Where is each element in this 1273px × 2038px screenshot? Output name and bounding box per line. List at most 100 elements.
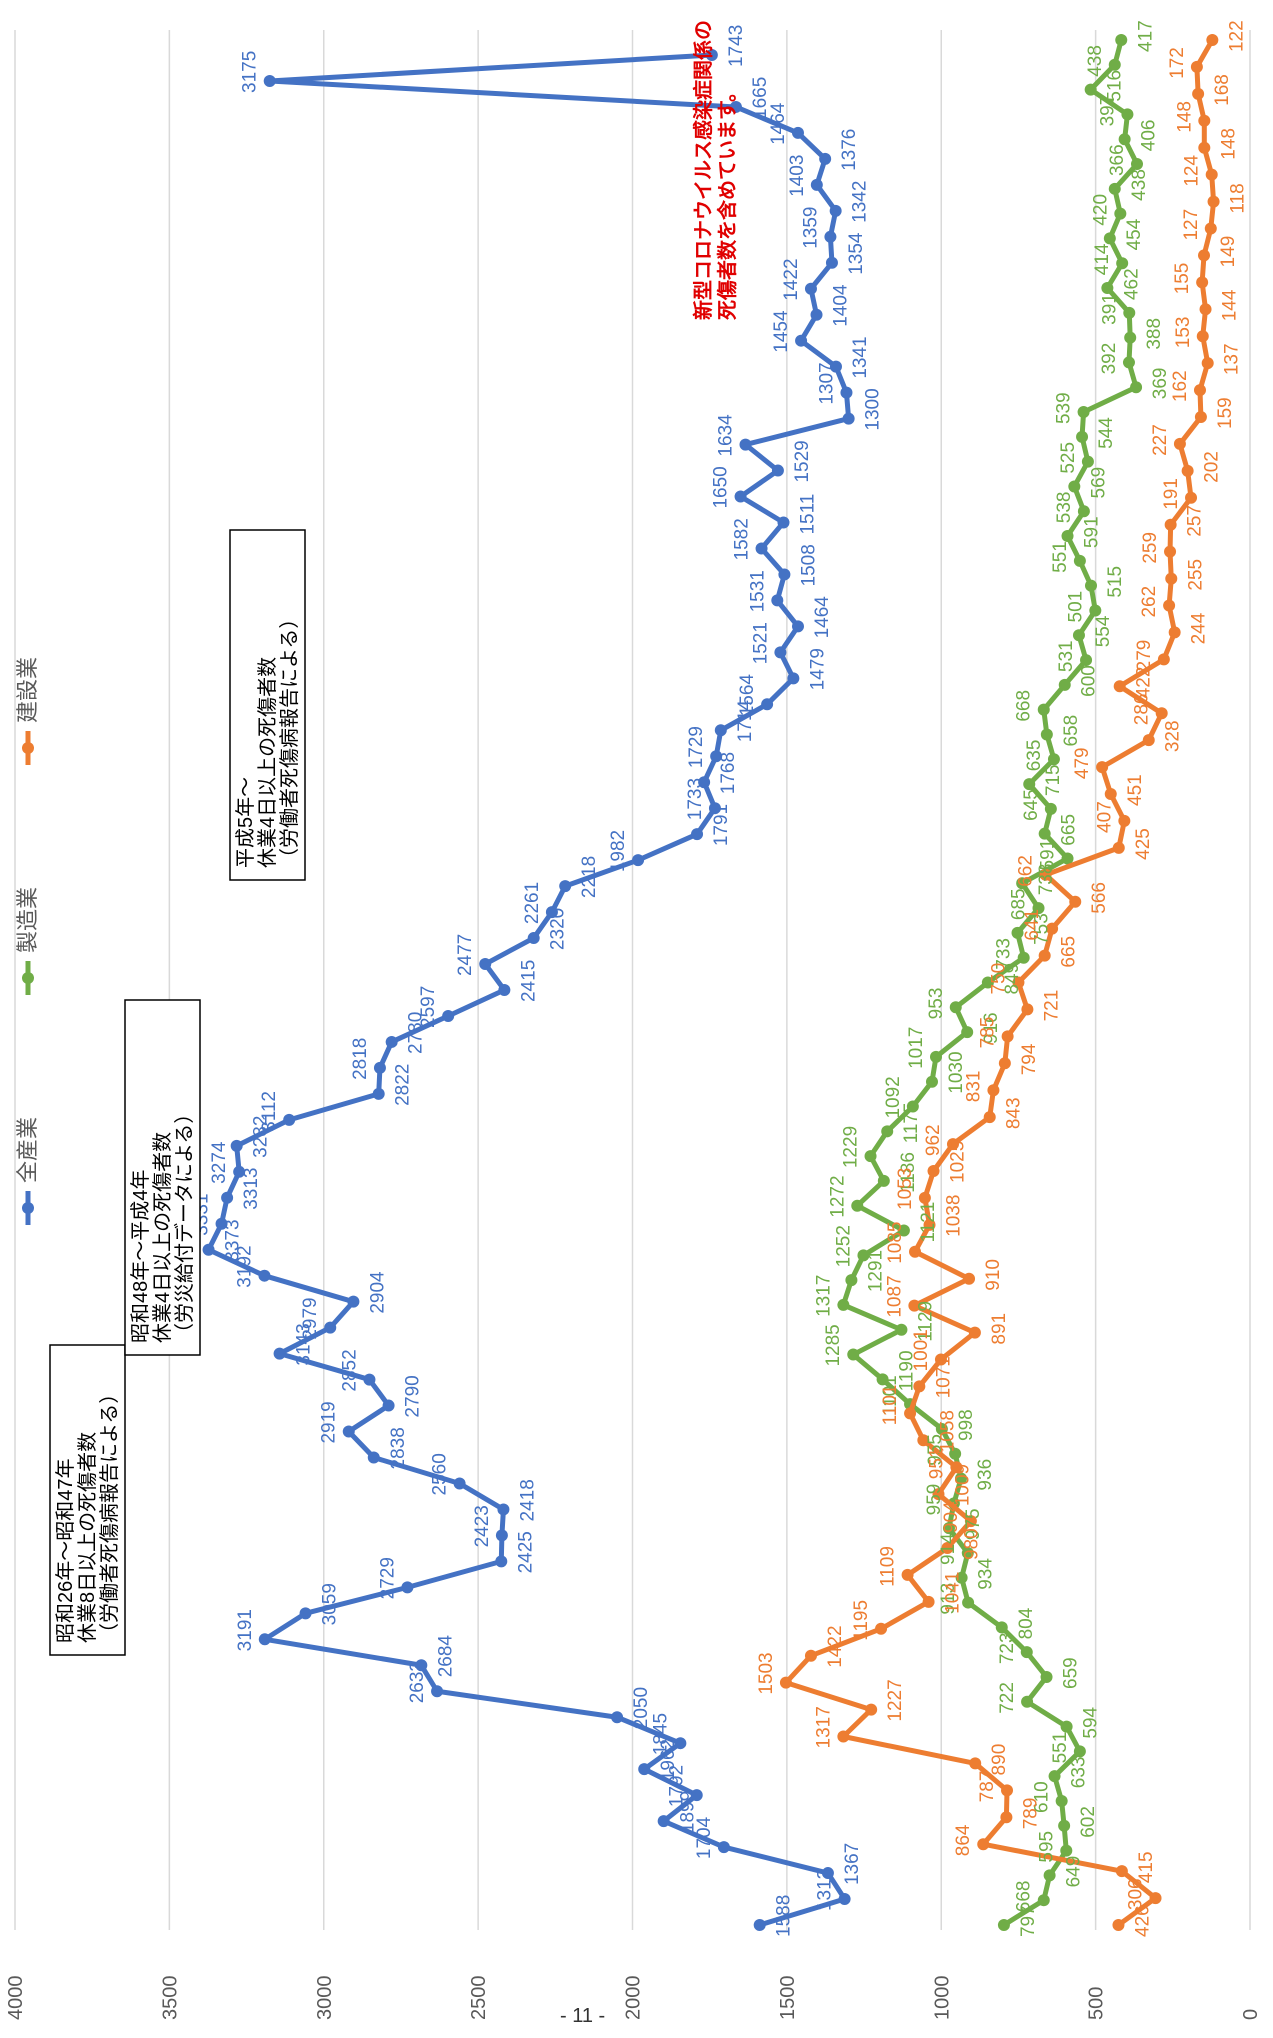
data-point bbox=[1201, 357, 1214, 370]
data-label: 1768 bbox=[718, 752, 739, 794]
data-label: 3191 bbox=[235, 1609, 256, 1651]
data-label: 1464 bbox=[812, 596, 833, 639]
data-label: 1511 bbox=[797, 494, 818, 535]
data-label: 797 bbox=[1018, 1905, 1039, 1937]
data-point bbox=[821, 1867, 834, 1880]
data-point bbox=[1112, 1919, 1125, 1931]
y-tick-label: 0 bbox=[1240, 2009, 1262, 2020]
data-point bbox=[632, 854, 645, 867]
data-point bbox=[927, 1165, 940, 1177]
data-point bbox=[917, 1434, 930, 1447]
data-point bbox=[495, 1555, 508, 1568]
data-point bbox=[824, 230, 837, 243]
data-label: 721 bbox=[1041, 990, 1062, 1022]
data-point bbox=[1115, 34, 1128, 46]
data-label: 127 bbox=[1181, 209, 1202, 241]
legend-marker bbox=[22, 972, 34, 984]
data-label: 2818 bbox=[350, 1038, 371, 1080]
data-point bbox=[1207, 195, 1220, 208]
data-point bbox=[949, 1447, 962, 1460]
data-point bbox=[1038, 827, 1051, 840]
data-point bbox=[1142, 734, 1155, 747]
data-point bbox=[771, 594, 784, 607]
data-label: 2979 bbox=[300, 1297, 321, 1339]
data-label: 831 bbox=[963, 1071, 984, 1103]
data-point bbox=[1037, 1894, 1050, 1907]
data-point bbox=[961, 1546, 974, 1559]
data-label: 162 bbox=[1170, 370, 1191, 402]
legend-marker bbox=[22, 1202, 34, 1214]
data-point bbox=[829, 204, 842, 217]
data-point bbox=[442, 1009, 455, 1022]
annotation-text: （労働者死傷病報告による） bbox=[278, 609, 301, 868]
data-label: 501 bbox=[1065, 591, 1086, 623]
data-point bbox=[1040, 728, 1053, 741]
data-point bbox=[674, 1737, 687, 1750]
data-label: 451 bbox=[1125, 774, 1146, 806]
data-label: 392 bbox=[1099, 343, 1120, 375]
data-point bbox=[1089, 604, 1102, 617]
data-label: 1030 bbox=[946, 1051, 967, 1093]
data-label: 566 bbox=[1089, 882, 1110, 914]
data-label: 1121 bbox=[918, 1202, 939, 1243]
data-point bbox=[258, 1269, 271, 1282]
data-point bbox=[1068, 480, 1081, 493]
data-label: 600 bbox=[1079, 665, 1100, 697]
data-point bbox=[1108, 58, 1121, 71]
data-label: 738 bbox=[1036, 864, 1057, 896]
data-point bbox=[908, 1299, 921, 1312]
data-label: 2415 bbox=[518, 960, 539, 1002]
data-point bbox=[950, 1461, 963, 1474]
data-point bbox=[857, 1249, 870, 1262]
data-label: 1291 bbox=[865, 1250, 886, 1292]
data-label: 1313 bbox=[815, 1869, 836, 1911]
data-label: 462 bbox=[1121, 268, 1142, 300]
data-point bbox=[981, 976, 994, 989]
data-point bbox=[1123, 306, 1136, 319]
data-point bbox=[559, 880, 572, 893]
data-label: 1341 bbox=[850, 336, 871, 378]
annotation-text: 休業8日以上の死傷者数 bbox=[76, 1432, 99, 1643]
data-label: 191 bbox=[1161, 478, 1182, 510]
data-label: 722 bbox=[997, 1682, 1018, 1714]
data-point bbox=[1058, 678, 1071, 691]
data-label: 1529 bbox=[792, 440, 813, 482]
data-point bbox=[1185, 491, 1198, 504]
data-point bbox=[1021, 1695, 1034, 1708]
data-point bbox=[497, 1503, 510, 1516]
annotation-box bbox=[49, 1344, 126, 1656]
data-label: 391 bbox=[1099, 293, 1120, 325]
data-point bbox=[1023, 778, 1036, 791]
data-point bbox=[969, 1757, 982, 1770]
data-label: 144 bbox=[1220, 289, 1241, 321]
data-label: 953 bbox=[926, 988, 947, 1020]
y-tick-label: 2000 bbox=[623, 1976, 645, 2021]
data-point bbox=[527, 932, 540, 945]
data-label: 415 bbox=[1136, 1851, 1157, 1883]
data-point bbox=[1124, 331, 1137, 344]
data-point bbox=[691, 828, 704, 841]
data-label: 202 bbox=[1202, 451, 1223, 483]
data-label: 1508 bbox=[798, 544, 819, 586]
data-label: 1272 bbox=[827, 1175, 848, 1217]
data-label: 1845 bbox=[650, 1713, 671, 1755]
data-label: 155 bbox=[1172, 263, 1193, 295]
data-point bbox=[717, 1841, 730, 1854]
data-point bbox=[961, 1026, 974, 1039]
data-point bbox=[1038, 949, 1051, 962]
data-label: 951 bbox=[926, 1448, 947, 1480]
annotation-text: 休業4日以上の死傷者数 bbox=[256, 657, 279, 868]
data-point bbox=[949, 1001, 962, 1014]
data-point bbox=[1122, 356, 1135, 369]
data-label: 753 bbox=[1032, 913, 1053, 945]
data-point bbox=[819, 152, 832, 165]
data-label: 3175 bbox=[240, 51, 261, 93]
data-label: 366 bbox=[1107, 144, 1128, 176]
data-label: 1503 bbox=[756, 1652, 777, 1694]
data-point bbox=[1165, 572, 1178, 585]
data-label: 2852 bbox=[339, 1349, 360, 1391]
data-label: 914 bbox=[938, 1533, 959, 1565]
data-point bbox=[1112, 841, 1125, 854]
